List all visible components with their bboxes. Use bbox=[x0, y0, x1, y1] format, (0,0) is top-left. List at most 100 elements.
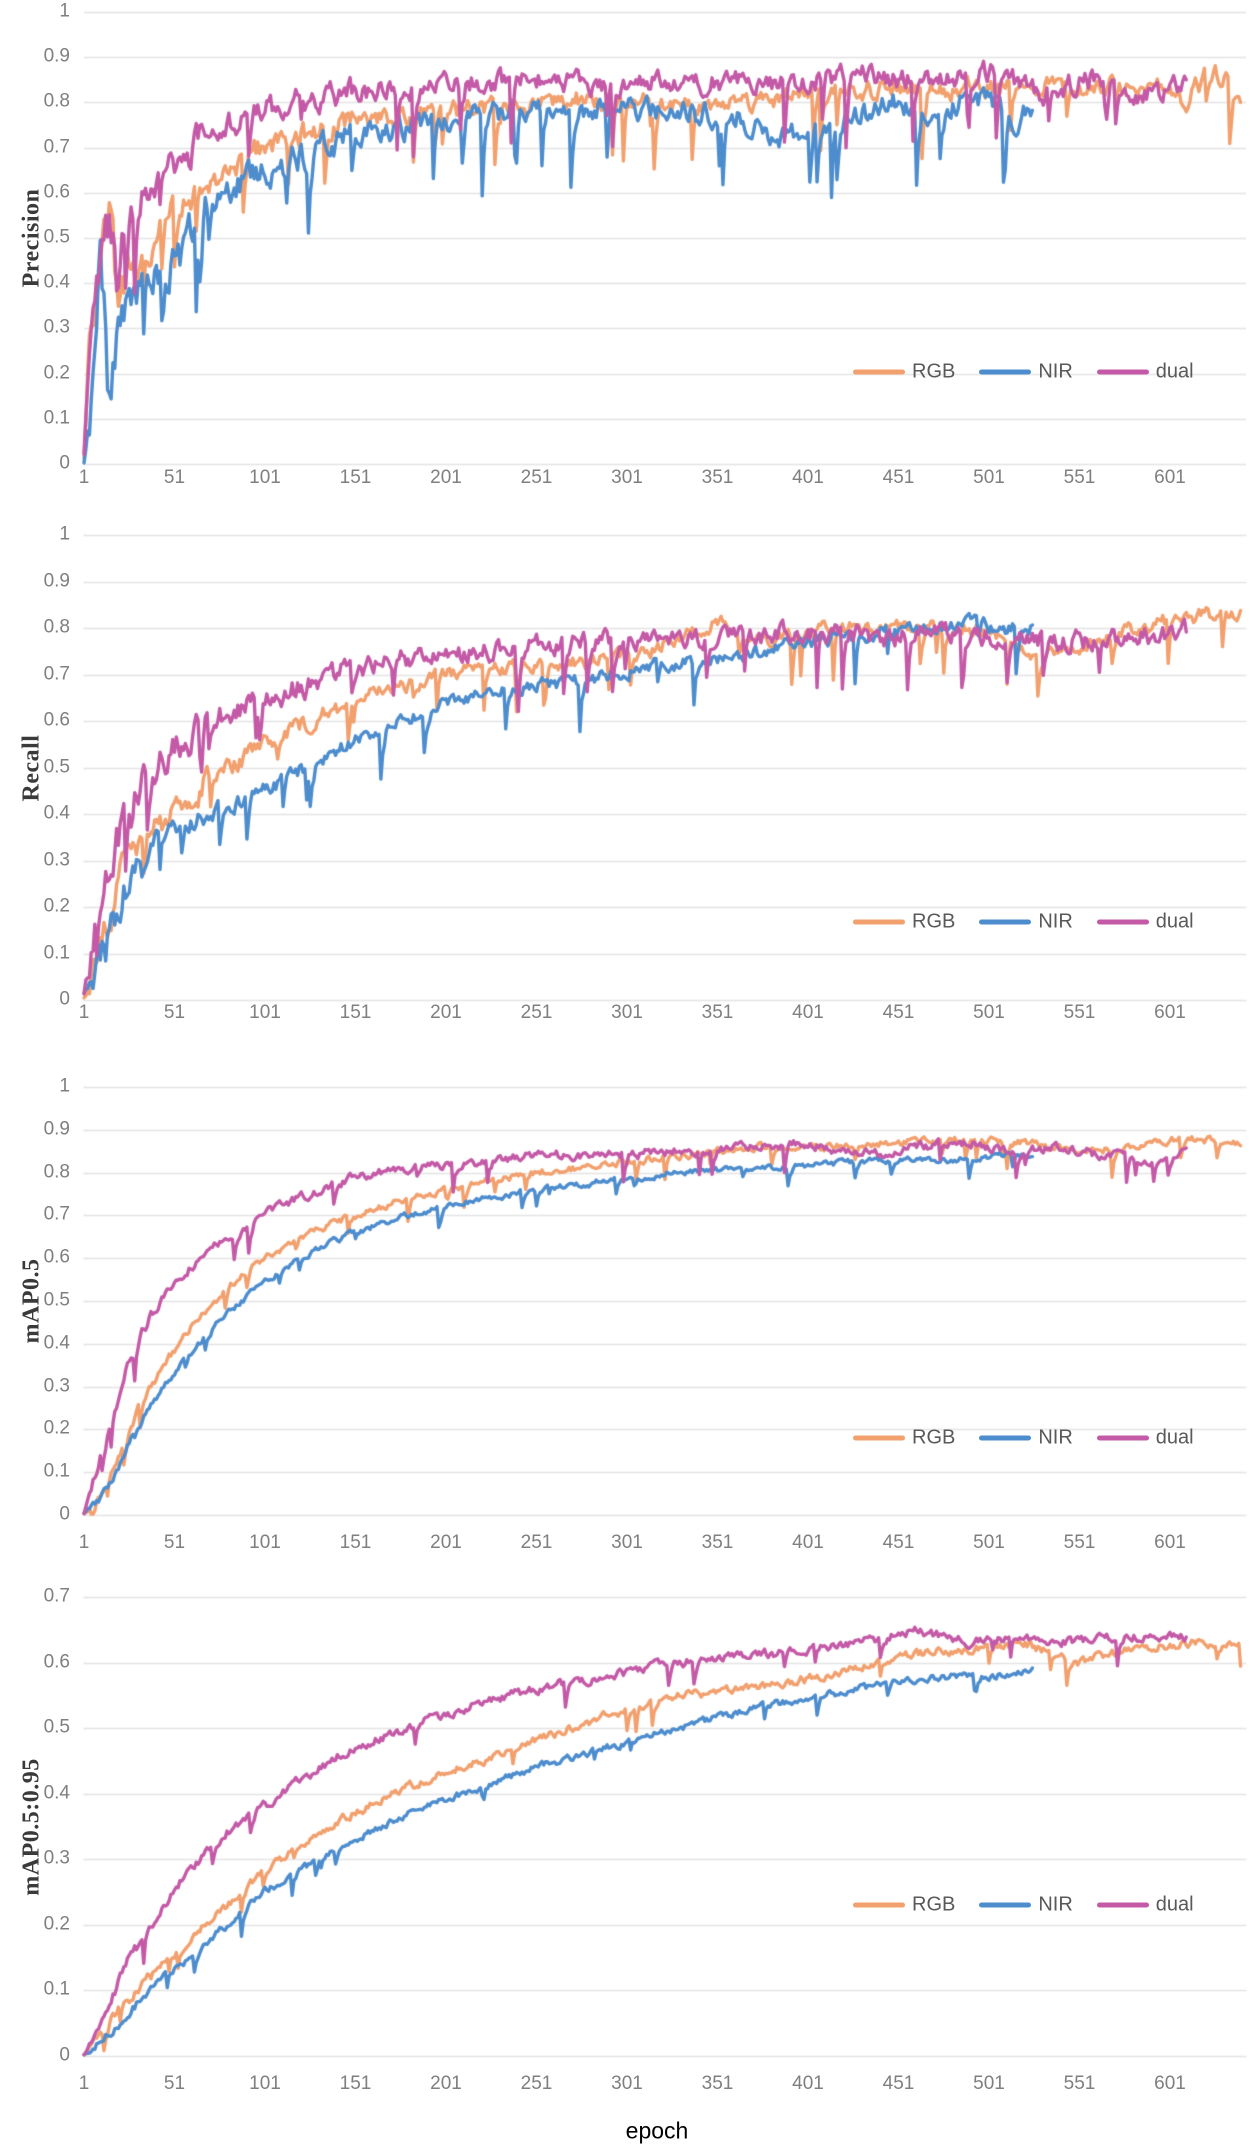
legend-label: RGB bbox=[912, 1426, 956, 1449]
legend-item-dual: dual bbox=[1096, 360, 1194, 384]
x-tick-label: 101 bbox=[249, 1532, 281, 1553]
x-tick-label: 551 bbox=[1063, 467, 1096, 488]
x-tick-label: 51 bbox=[163, 467, 186, 488]
legend-swatch-icon bbox=[979, 369, 1032, 375]
x-tick-label: 201 bbox=[430, 1532, 462, 1553]
x-tick-label: 451 bbox=[882, 1532, 915, 1553]
y-tick-label: 0.2 bbox=[43, 362, 70, 384]
x-tick-label: 1 bbox=[78, 467, 90, 488]
legend-swatch-icon bbox=[979, 919, 1032, 925]
y-tick-label: 0.6 bbox=[43, 1651, 70, 1673]
x-tick-label: 101 bbox=[249, 1002, 281, 1023]
legend-item-dual: dual bbox=[1096, 911, 1194, 934]
y-tick-label: 0.8 bbox=[43, 90, 70, 112]
legend-swatch-icon bbox=[1096, 369, 1149, 375]
legend-label: NIR bbox=[1038, 910, 1073, 933]
y-tick-label: 0.1 bbox=[43, 1460, 70, 1482]
legend-label: RGB bbox=[912, 1893, 956, 1916]
legend-item-rgb: RGB bbox=[853, 1894, 955, 1917]
x-tick-label: 201 bbox=[430, 1002, 462, 1023]
x-tick-label: 551 bbox=[1063, 1532, 1096, 1553]
y-tick-label: 0.5 bbox=[43, 756, 70, 778]
y-tick-label: 0.5 bbox=[43, 1289, 70, 1311]
y-tick-label: 0.7 bbox=[43, 663, 70, 685]
x-tick-label: 51 bbox=[163, 2073, 186, 2094]
y-tick-label: 0.8 bbox=[43, 1161, 70, 1183]
x-tick-label: 451 bbox=[882, 467, 915, 488]
x-tick-label: 301 bbox=[611, 2073, 643, 2094]
y-tick-label: 0.1 bbox=[43, 407, 70, 429]
y-tick-label: 0 bbox=[59, 988, 70, 1010]
y-tick-label: 0.1 bbox=[43, 942, 70, 964]
x-tick-label: 251 bbox=[520, 2073, 553, 2094]
y-tick-label: 0.3 bbox=[43, 1375, 70, 1397]
x-tick-label: 351 bbox=[701, 1002, 734, 1023]
y-tick-label: 0.3 bbox=[43, 316, 70, 338]
y-tick-label: 0.6 bbox=[43, 181, 70, 203]
legend: RGB NIR dual bbox=[853, 1894, 1194, 1917]
y-tick-label: 0.9 bbox=[43, 570, 70, 592]
legend-item-rgb: RGB bbox=[853, 361, 955, 384]
legend-label: dual bbox=[1155, 360, 1194, 383]
legend-swatch-icon bbox=[853, 919, 905, 925]
x-tick-label: 51 bbox=[163, 1002, 186, 1023]
x-tick-label: 601 bbox=[1154, 2073, 1186, 2094]
x-tick-label: 601 bbox=[1154, 1532, 1186, 1553]
legend-label: dual bbox=[1155, 1426, 1194, 1449]
x-tick-label: 401 bbox=[792, 1002, 824, 1023]
y-tick-label: 0.7 bbox=[43, 1203, 70, 1225]
x-tick-label: 601 bbox=[1154, 467, 1186, 488]
y-tick-label: 0.5 bbox=[43, 1716, 70, 1738]
x-tick-label: 501 bbox=[973, 467, 1005, 488]
y-tick-label: 1 bbox=[59, 523, 70, 545]
y-tick-label: 0.1 bbox=[43, 1978, 70, 2000]
y-tick-label: 0.4 bbox=[43, 1782, 70, 1804]
legend-swatch-icon bbox=[853, 369, 905, 375]
x-tick-label: 351 bbox=[701, 1532, 734, 1553]
y-tick-label: 0.6 bbox=[43, 709, 70, 731]
x-tick-label: 1 bbox=[78, 1002, 90, 1023]
legend-label: NIR bbox=[1038, 1426, 1073, 1449]
y-tick-label: 0.2 bbox=[43, 1913, 70, 1935]
x-axis-title-epoch: epoch bbox=[625, 2117, 689, 2144]
legend-label: NIR bbox=[1038, 360, 1073, 383]
x-tick-label: 451 bbox=[882, 2073, 915, 2094]
x-tick-label: 401 bbox=[792, 2073, 824, 2094]
y-tick-label: 1 bbox=[59, 1075, 70, 1097]
legend-label: RGB bbox=[912, 360, 956, 383]
legend-item-rgb: RGB bbox=[853, 911, 955, 934]
legend-swatch-icon bbox=[979, 1435, 1032, 1441]
x-tick-label: 351 bbox=[701, 467, 734, 488]
x-tick-label: 501 bbox=[973, 2073, 1005, 2094]
y-tick-label: 0.9 bbox=[43, 1118, 70, 1140]
legend-item-dual: dual bbox=[1096, 1426, 1194, 1450]
x-tick-label: 51 bbox=[163, 1532, 186, 1553]
y-tick-label: 0.6 bbox=[43, 1246, 70, 1268]
x-tick-label: 1 bbox=[78, 2073, 90, 2094]
legend-swatch-icon bbox=[853, 1435, 905, 1441]
x-tick-label: 251 bbox=[520, 1532, 553, 1553]
x-tick-label: 501 bbox=[973, 1532, 1005, 1553]
x-tick-label: 501 bbox=[973, 1002, 1005, 1023]
y-tick-label: 0.4 bbox=[43, 1332, 70, 1354]
x-tick-label: 401 bbox=[792, 467, 824, 488]
x-tick-label: 101 bbox=[249, 2073, 281, 2094]
y-tick-label: 0.4 bbox=[43, 802, 70, 824]
y-tick-label: 0 bbox=[59, 2044, 70, 2066]
x-tick-label: 301 bbox=[611, 1532, 643, 1553]
x-tick-label: 551 bbox=[1063, 1002, 1096, 1023]
y-tick-label: 0.7 bbox=[43, 1585, 70, 1607]
x-tick-label: 101 bbox=[249, 467, 281, 488]
y-tick-label: 0.3 bbox=[43, 1847, 70, 1869]
legend-item-dual: dual bbox=[1096, 1894, 1194, 1917]
legend-swatch-icon bbox=[979, 1902, 1032, 1908]
legend-swatch-icon bbox=[853, 1902, 905, 1908]
y-tick-label: 0.9 bbox=[43, 45, 70, 67]
y-tick-label: 0.5 bbox=[43, 226, 70, 248]
legend-label: RGB bbox=[912, 910, 956, 933]
x-tick-label: 301 bbox=[611, 1002, 643, 1023]
legend: RGB NIR dual bbox=[853, 911, 1194, 934]
legend-item-nir: NIR bbox=[979, 1426, 1073, 1450]
